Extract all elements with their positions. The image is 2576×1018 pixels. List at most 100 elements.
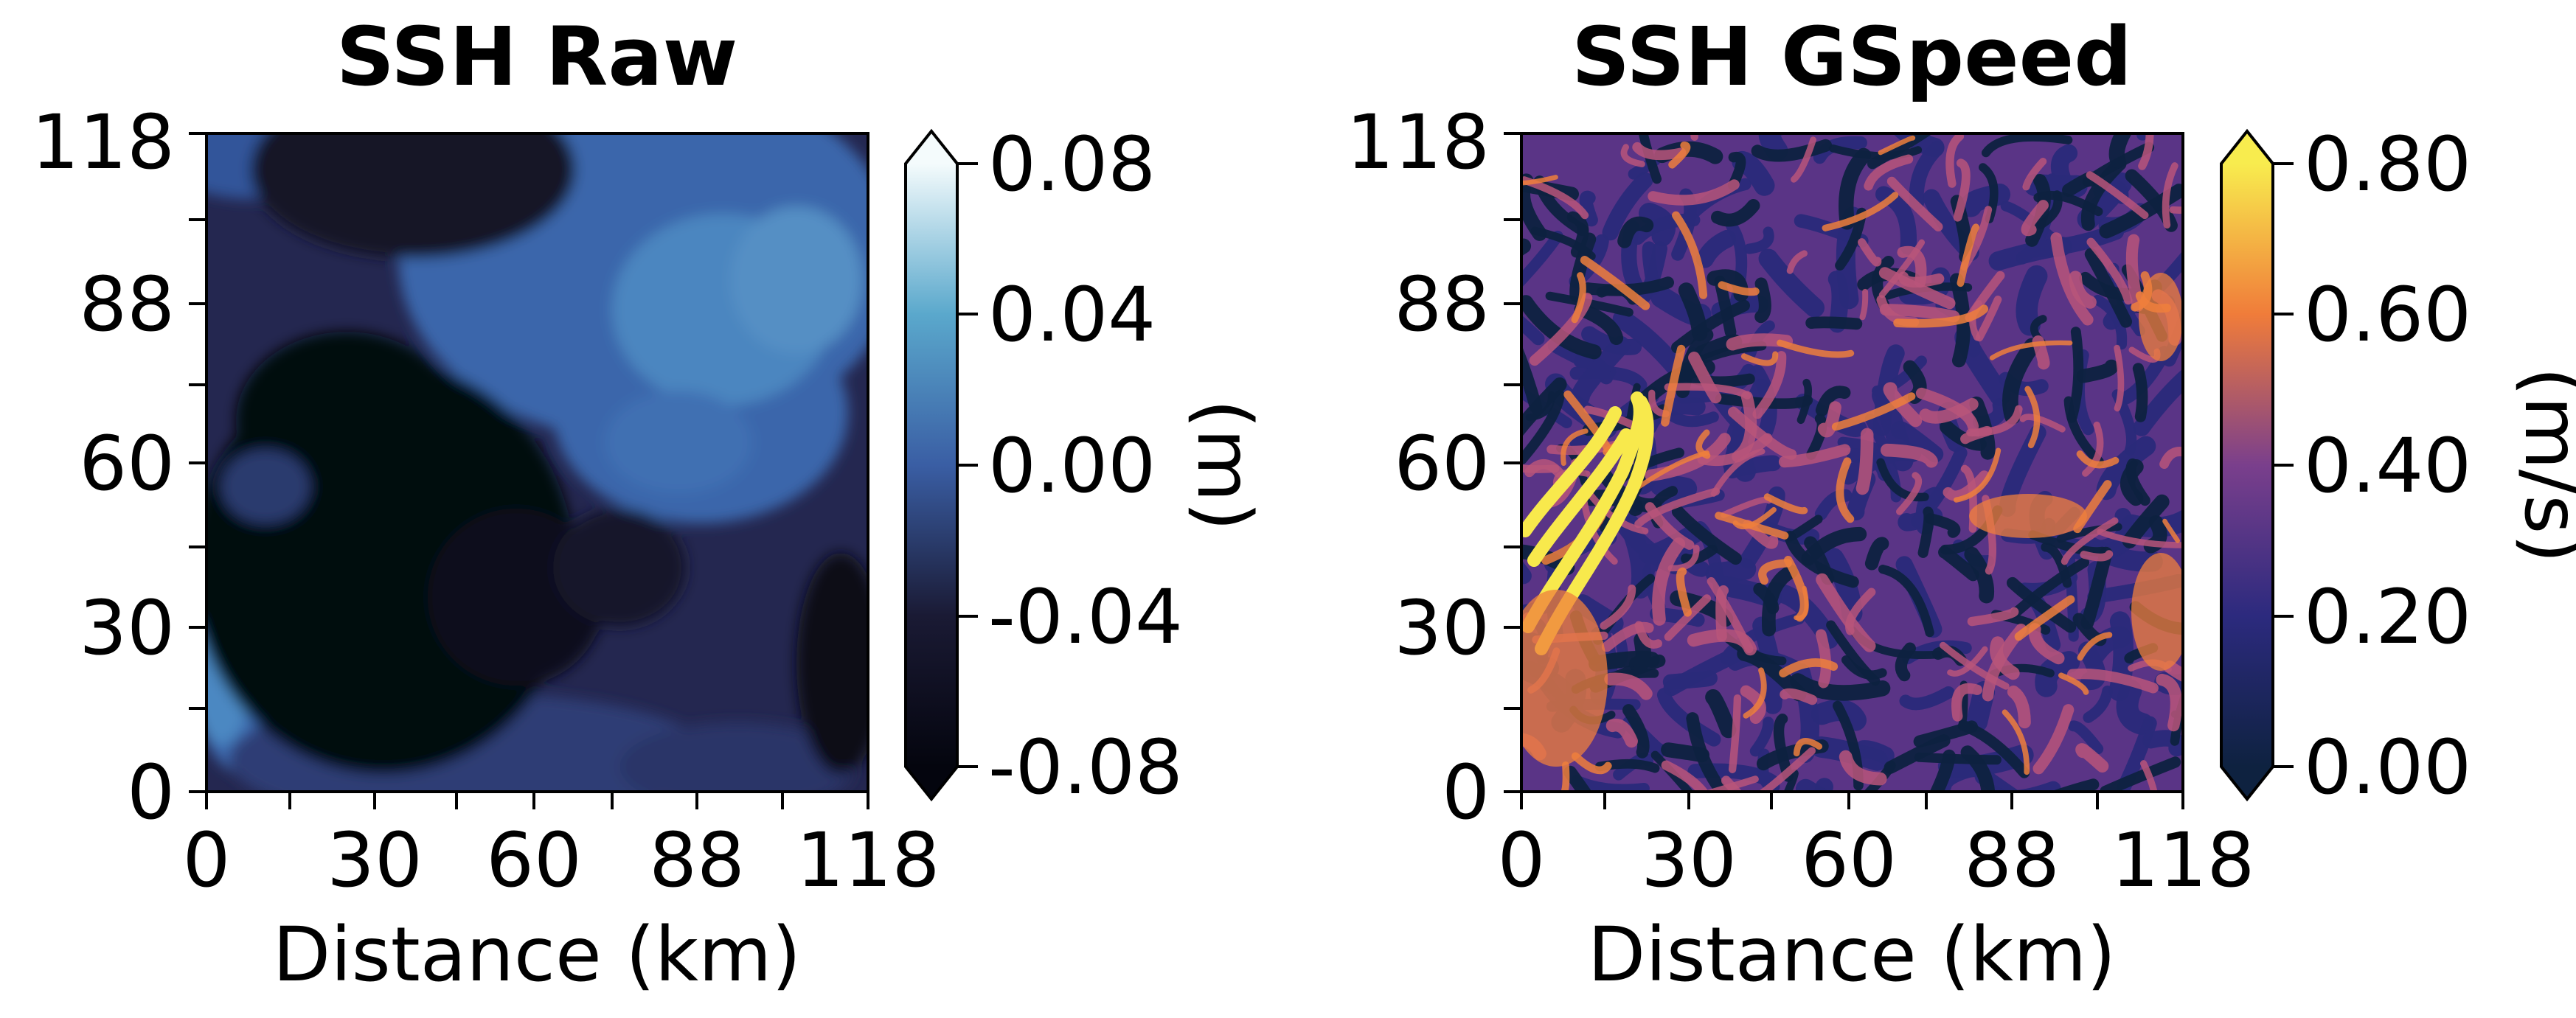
panel-a-xtick-label: 88 [649,817,745,904]
speed-filament [1671,505,1742,565]
speed-filament [1754,277,1771,324]
panel-b-ytick-label: 0 [1442,749,1490,837]
speed-filament [2002,338,2041,425]
speed-filament [1858,238,1882,267]
speed-filament [1620,144,1645,167]
panel-b-xtick-label: 0 [1498,817,1546,904]
speed-filament [1571,752,1612,775]
speed-filament [1947,646,1988,677]
panel-b-colorbar: 0.80 0.60 0.40 0.20 0.00 (m/s) [2220,121,2576,812]
speed-filament [1924,513,1961,538]
panel-a-ytick-label: 88 [79,261,175,349]
speed-filament [1521,464,1560,473]
raw-colorbar-label: (m) [1180,400,1268,531]
speed-filament [1761,565,1798,637]
speed-filament [1634,487,1721,529]
speed-filament [1650,750,1694,792]
speed-filament [1841,655,1887,680]
speed-filament [1784,531,1859,588]
speed-filament [1805,316,1863,330]
speed-filament [1778,444,1851,468]
speed-filament [2108,133,2132,169]
speed-filament [1667,544,1700,572]
speed-filament [1664,594,1712,641]
speed-filament [2021,200,2049,237]
speed-filament [1668,142,1691,169]
speed-filament [1893,304,1989,328]
speed-filament [1604,672,1653,700]
speed-filament [2133,369,2183,436]
speed-filament [1895,642,1916,682]
speed-filament [1975,296,2002,342]
speed-filament [2075,743,2109,773]
speed-colorbar-tick-label: 0.80 [2304,121,2471,209]
speed-filament [1752,351,1787,419]
speed-filament [1845,588,1876,635]
speed-filament [1881,443,1938,468]
speed-filament [2050,144,2078,196]
speed-filament [2163,660,2183,683]
panel-ssh-raw: SSH Raw [31,10,1268,999]
speed-filament [1790,673,1891,701]
speed-filament [1951,683,1982,722]
speed-filament [1779,658,1839,677]
speed-filament [1743,667,1767,719]
panel-a-ytick-label: 118 [31,99,175,186]
panel-b-title: SSH GSpeed [1572,10,2132,104]
panel-b-yticks [1504,132,1521,793]
speed-colorbar-label: (m/s) [2507,367,2576,563]
speed-filament [1917,506,1934,558]
raw-colorbar-tick-label: -0.08 [988,724,1183,812]
speed-filament [1879,304,1960,323]
raw-colorbar-tick-label: 0.08 [988,121,1156,209]
speed-filament [1793,738,1823,757]
speed-filament [2058,672,2089,695]
speed-filament [1914,752,2002,765]
speed-filament [2114,344,2125,412]
panel-a-title: SSH Raw [336,10,737,104]
speed-filament [2080,550,2114,562]
panel-b-ytick-label: 88 [1394,261,1490,349]
speed-filament [1855,428,1874,495]
speed-filament [1707,576,1754,654]
speed-filament [1695,229,1737,268]
speed-filament [1622,704,1650,759]
speed-filament [2120,459,2144,506]
panel-a-ytick-label: 30 [79,585,175,672]
panel-b-ytick-label: 60 [1394,420,1490,508]
speed-filament [1563,765,1592,792]
speed-filament [1705,558,1757,585]
panel-b-xtick-label: 118 [2111,817,2255,904]
speed-filament [2116,679,2154,736]
speed-filament [2028,623,2065,665]
speed-filament [1943,470,1990,501]
speed-filament [1521,315,1545,346]
speed-filament [2162,162,2179,229]
speed-filament [1816,629,1832,688]
speed-filament [2084,248,2133,328]
speed-filament [1757,747,1816,792]
panel-b-xticks [1520,792,2184,809]
speed-filament [1777,339,1855,358]
speed-filament [1954,447,2002,503]
speed-filament [1786,250,1808,274]
speed-filament [1530,226,1596,261]
speed-filament [2076,450,2120,469]
speed-filament [1758,133,1788,162]
speed-filament [1638,133,1662,184]
speed-filament [1783,769,1799,792]
speed-filament [2068,720,2104,755]
speed-filament [2069,271,2097,309]
speed-filament [1756,739,1829,771]
speed-filament [1981,133,2073,158]
panel-a-yticks [189,132,206,793]
panel-a-xlabel: Distance (km) [273,911,801,999]
speed-filament [1751,139,1833,162]
speed-filament [2076,359,2119,383]
speed-filament [2064,545,2079,642]
panel-a-xtick-label: 60 [486,817,582,904]
speed-patch [2139,273,2183,361]
speed-filament [1896,472,1923,515]
speed-filament [1859,288,1869,321]
speed-filament [1960,745,1996,792]
